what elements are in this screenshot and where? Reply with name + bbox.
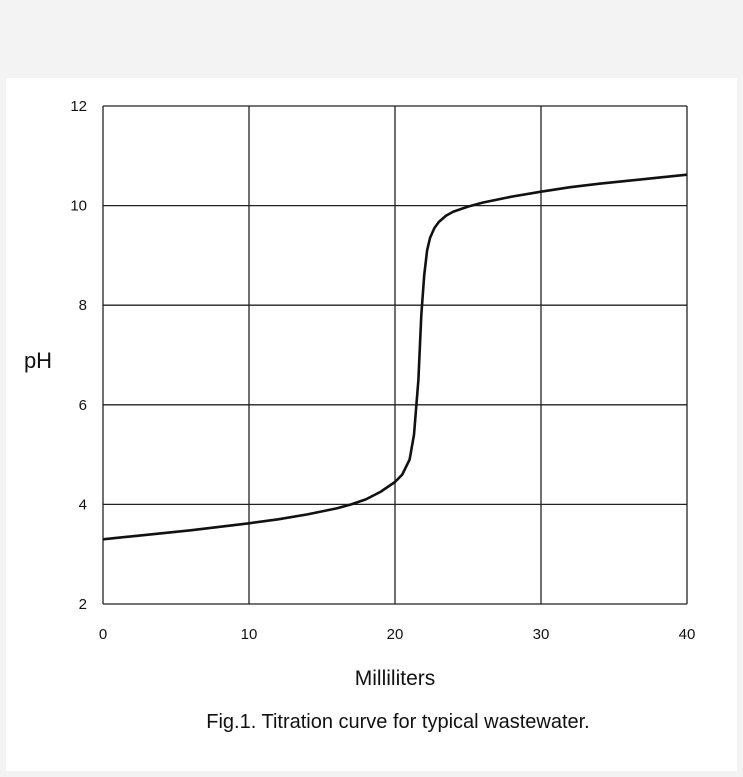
y-tick-label: 2 (79, 596, 87, 613)
y-axis-label: pH (24, 348, 52, 373)
y-tick-label: 8 (79, 297, 87, 314)
x-tick-label: 30 (533, 626, 550, 643)
y-tick-label: 10 (70, 198, 87, 215)
y-tick-label: 4 (79, 496, 87, 513)
figure-caption: Fig.1. Titration curve for typical waste… (206, 711, 590, 733)
x-axis-label: Milliliters (355, 667, 436, 690)
x-tick-label: 20 (387, 626, 404, 643)
x-tick-label: 10 (241, 626, 258, 643)
y-tick-label: 12 (70, 98, 87, 115)
titration-curve-line (102, 173, 688, 541)
x-tick-label: 40 (679, 626, 696, 643)
tick-labels: 0 10 20 30 40 2 4 6 8 10 12 (70, 98, 695, 643)
x-tick-label: 0 (99, 626, 107, 643)
grid (102, 105, 688, 605)
y-tick-label: 6 (79, 397, 87, 414)
figure-panel (6, 78, 737, 771)
